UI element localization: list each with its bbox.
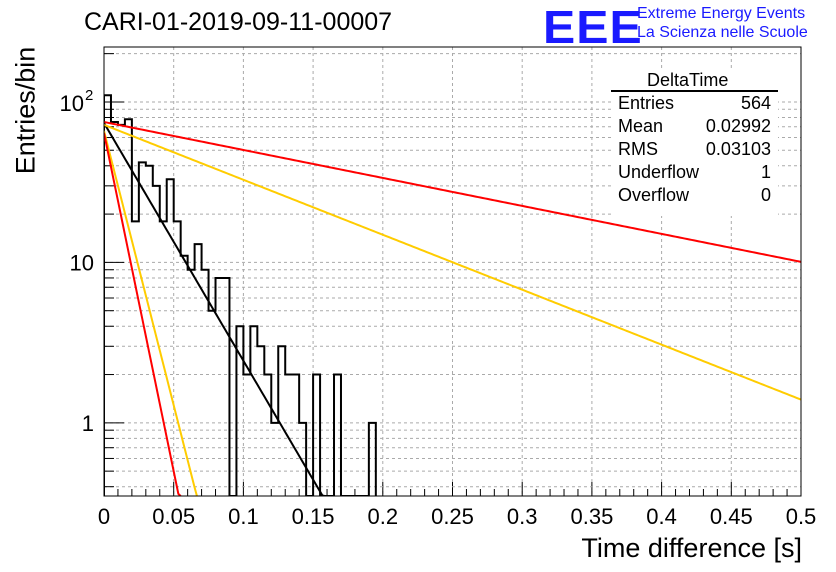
- logo-line-1: Extreme Energy Events: [637, 5, 806, 22]
- fit-curve: [104, 121, 801, 263]
- x-tick-label: 0.35: [570, 504, 613, 529]
- y-axis-label: Entries/bin: [10, 46, 41, 175]
- fit-curve: [104, 122, 325, 496]
- stats-value: 0: [760, 185, 771, 205]
- stats-box: DeltaTime Entries 564 Mean 0.02992 RMS 0…: [611, 68, 778, 216]
- y-tick-label: 10: [70, 250, 94, 275]
- stats-title: DeltaTime: [647, 70, 729, 90]
- stats-value: 0.02992: [705, 116, 771, 136]
- x-tick-label: 0: [98, 504, 110, 529]
- stats-value: 564: [740, 93, 771, 113]
- y-tick-label: 10: [60, 91, 84, 116]
- x-tick-label: 0.05: [152, 504, 195, 529]
- fit-curve: [104, 123, 801, 401]
- x-tick-label: 0.45: [710, 504, 753, 529]
- stats-label: Underflow: [618, 162, 700, 182]
- chart-title: CARI-01-2019-09-11-00007: [84, 8, 393, 36]
- stats-value: 0.03103: [705, 139, 771, 159]
- x-tick-label: 0.5: [786, 504, 817, 529]
- y-tick-label: 1: [82, 411, 94, 436]
- plot-frame: [103, 46, 802, 497]
- stats-label: Overflow: [618, 185, 690, 205]
- x-tick-label: 0.15: [292, 504, 335, 529]
- x-tick-label: 0.2: [368, 504, 399, 529]
- x-tick-label: 0.3: [507, 504, 538, 529]
- x-tick-label: 0.1: [228, 504, 259, 529]
- stats-divider: [611, 90, 778, 92]
- logo-line-2: La Scienza nelle Scuole: [637, 24, 808, 41]
- eee-logo: EEE: [543, 1, 643, 53]
- stats-value: 1: [760, 162, 771, 182]
- x-axis-label: Time difference [s]: [581, 533, 802, 563]
- stats-label: Mean: [618, 116, 664, 136]
- x-tick-label: 0.4: [646, 504, 677, 529]
- histogram-bars: [104, 94, 377, 496]
- fit-curve: [104, 130, 198, 496]
- x-tick-label: 0.25: [431, 504, 474, 529]
- fit-curve: [104, 132, 182, 496]
- y-tick-exponent: 2: [85, 87, 93, 104]
- stats-label: RMS: [618, 139, 658, 159]
- stats-label: Entries: [618, 93, 675, 113]
